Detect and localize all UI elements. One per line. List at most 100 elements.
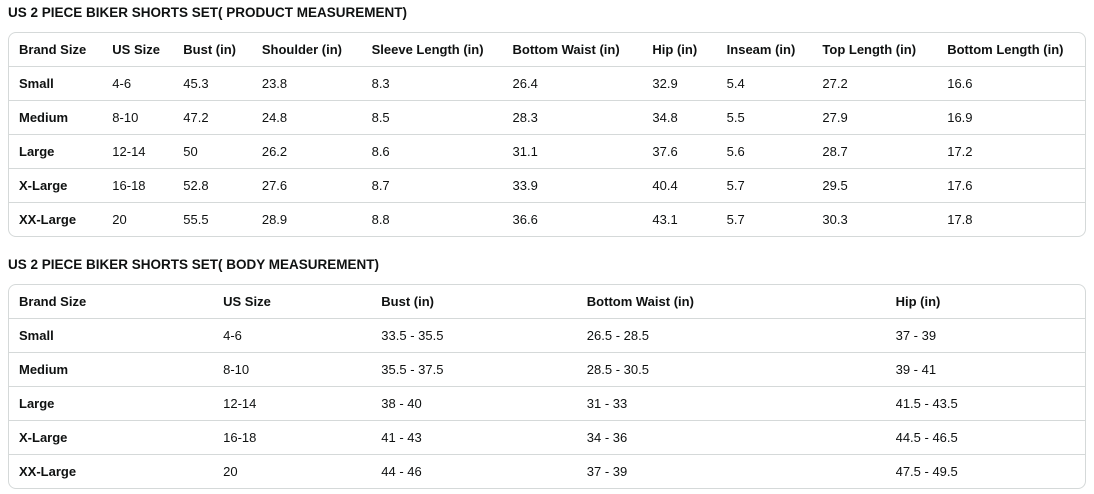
measurement-cell: 28.5 - 30.5 [586,362,649,377]
row-size-label: Medium [19,110,69,125]
body-measurement-section: US 2 PIECE BIKER SHORTS SET( BODY MEASUR… [8,257,1086,489]
measurement-cell: 17.8 [947,212,973,227]
measurement-cell: 5.6 [726,144,745,159]
measurement-cell: 47.2 [183,110,209,125]
measurement-cell: 27.2 [822,76,848,91]
measurement-cell: 8.6 [371,144,390,159]
measurement-cell: 16-18 [112,178,146,193]
column-header: Brand Size [19,294,87,309]
measurement-cell: 36.6 [512,212,538,227]
measurement-cell: 29.5 [822,178,848,193]
row-size-label: X-Large [19,178,68,193]
measurement-cell: 30.3 [822,212,848,227]
measurement-cell: 4-6 [223,328,242,343]
measurement-cell: 20 [112,212,127,227]
row-size-label: XX-Large [19,212,77,227]
column-header: Sleeve Length (in) [371,42,484,57]
column-header: US Size [112,42,160,57]
measurement-cell: 47.5 - 49.5 [895,464,958,479]
measurement-cell: 32.9 [652,76,678,91]
row-size-label: X-Large [19,430,68,445]
column-header: Brand Size [19,42,87,57]
row-size-label: Large [19,144,55,159]
table-row: XX-Large 20 55.5 28.9 8.8 36.6 43.1 5.7 30.3 17.8 [9,202,1085,237]
body-measurement-table: Brand Size US Size Bust (in) Bottom Waist (… [9,285,1085,488]
measurement-cell: 23.8 [261,76,288,91]
measurement-cell: 5.5 [726,110,745,125]
product-measurement-section: US 2 PIECE BIKER SHORTS SET( PRODUCT MEA… [8,5,1086,237]
table-row: Large 12-14 50 26.2 8.6 31.1 37.6 5.6 28.7 17.2 [9,134,1085,169]
column-header: US Size [223,294,271,309]
measurement-cell: 16.6 [947,76,973,91]
measurement-cell: 8.8 [371,212,390,227]
measurement-cell: 43.1 [652,212,678,227]
table-row: Small 4-6 33.5 - 35.5 26.5 - 28.5 37 - 39 [9,318,1085,353]
measurement-cell: 45.3 [183,76,209,91]
row-size-label: Medium [19,362,69,377]
body-measurement-table-wrapper: Brand Size US Size Bust (in) Bottom Waist (… [8,284,1086,489]
product-measurement-table-wrapper: Brand Size US Size Bust (in) Shoulder (in) S… [8,32,1086,237]
measurement-cell: 34.8 [652,110,678,125]
measurement-cell: 27.9 [822,110,848,125]
measurement-cell: 41 - 43 [381,430,422,445]
measurement-cell: 5.7 [726,212,745,227]
product-measurement-title: US 2 PIECE BIKER SHORTS SET( PRODUCT MEA… [8,5,408,20]
measurement-cell: 28.3 [512,110,538,125]
measurement-cell: 37 - 39 [586,464,628,479]
measurement-cell: 55.5 [183,212,209,227]
row-size-label: Small [19,76,54,91]
measurement-cell: 26.4 [512,76,538,91]
measurement-cell: 20 [223,464,238,479]
column-header: Top Length (in) [822,42,917,57]
measurement-cell: 26.2 [261,144,288,159]
measurement-cell: 12-14 [112,144,146,159]
row-size-label: XX-Large [19,464,77,479]
column-header: Inseam (in) [726,42,796,57]
table-row: Medium 8-10 35.5 - 37.5 28.5 - 30.5 39 - 41 [9,352,1085,387]
table-header-row: Brand Size US Size Bust (in) Shoulder (in) S… [9,33,1085,67]
column-header: Bottom Length (in) [947,42,1064,57]
row-size-label: Small [19,328,54,343]
measurement-cell: 31 - 33 [586,396,628,411]
measurement-cell: 27.6 [261,178,288,193]
measurement-cell: 28.7 [822,144,848,159]
measurement-cell: 17.6 [947,178,973,193]
measurement-cell: 44.5 - 46.5 [895,430,958,445]
measurement-cell: 8.7 [371,178,390,193]
measurement-cell: 52.8 [183,178,209,193]
table-row: XX-Large 20 44 - 46 37 - 39 47.5 - 49.5 [9,454,1085,489]
column-header: Bottom Waist (in) [512,42,620,57]
table-row: X-Large 16-18 41 - 43 34 - 36 44.5 - 46.5 [9,420,1085,455]
measurement-cell: 41.5 - 43.5 [895,396,958,411]
measurement-cell: 40.4 [652,178,678,193]
measurement-cell: 4-6 [112,76,132,91]
measurement-cell: 17.2 [947,144,973,159]
table-row: X-Large 16-18 52.8 27.6 8.7 33.9 40.4 5.7 29.5 17… [9,168,1085,203]
measurement-cell: 12-14 [223,396,257,411]
column-header: Bust (in) [183,42,237,57]
measurement-cell: 33.9 [512,178,538,193]
measurement-cell: 37.6 [652,144,678,159]
measurement-cell: 34 - 36 [586,430,628,445]
measurement-cell: 39 - 41 [895,362,937,377]
measurement-cell: 24.8 [261,110,288,125]
column-header: Shoulder (in) [261,42,343,57]
measurement-cell: 26.5 - 28.5 [586,328,649,343]
measurement-cell: 5.4 [726,76,745,91]
measurement-cell: 38 - 40 [381,396,422,411]
column-header: Hip (in) [652,42,698,57]
row-size-label: Large [19,396,55,411]
table-row: Large 12-14 38 - 40 31 - 33 41.5 - 43.5 [9,386,1085,421]
measurement-cell: 50 [183,144,198,159]
measurement-cell: 8-10 [112,110,139,125]
measurement-cell: 28.9 [261,212,288,227]
measurement-cell: 44 - 46 [381,464,422,479]
column-header: Bottom Waist (in) [586,294,694,309]
table-row: Medium 8-10 47.2 24.8 8.5 28.3 34.8 5.5 27.9 16.9 [9,100,1085,135]
column-header: Hip (in) [895,294,941,309]
body-measurement-title: US 2 PIECE BIKER SHORTS SET( BODY MEASUR… [8,257,380,272]
measurement-cell: 16.9 [947,110,973,125]
measurement-cell: 8.5 [371,110,390,125]
measurement-cell: 5.7 [726,178,745,193]
